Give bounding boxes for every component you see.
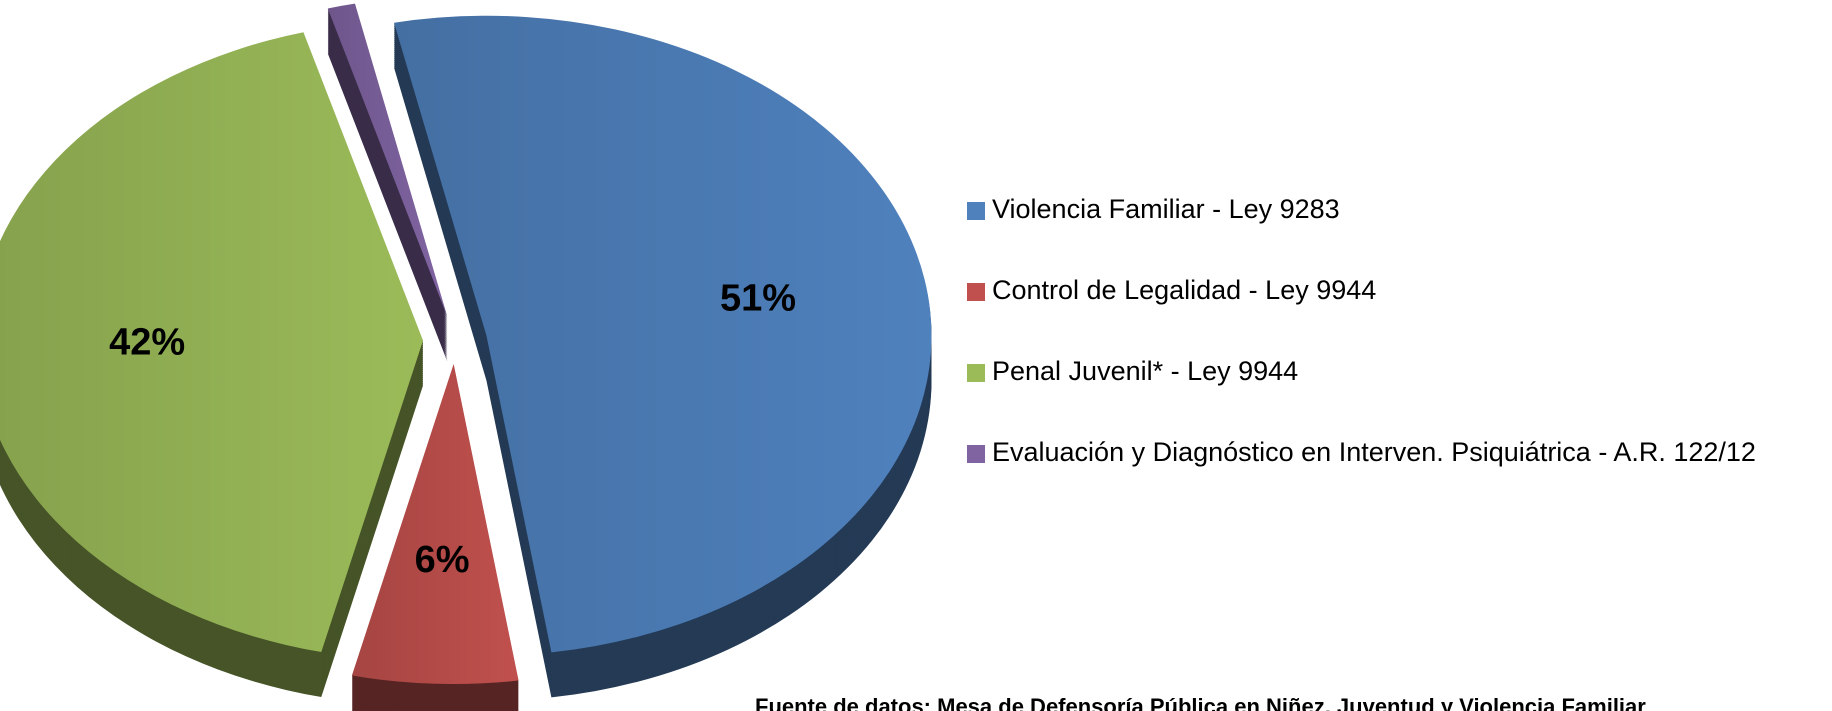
- data-label: 6%: [415, 539, 470, 581]
- legend-label: Evaluación y Diagnóstico en Interven. Ps…: [992, 437, 1756, 467]
- slice: [394, 15, 932, 698]
- slice: [0, 32, 424, 698]
- data-label: 51%: [720, 278, 796, 320]
- pie: 51%6%42%1%: [0, 3, 932, 711]
- legend-swatch: [967, 445, 985, 463]
- legend-swatch: [967, 283, 985, 301]
- legend-label: Control de Legalidad - Ley 9944: [992, 275, 1376, 305]
- slice: [351, 363, 519, 711]
- slice-shade: [327, 3, 448, 317]
- legend-label: Violencia Familiar - Ley 9283: [992, 194, 1340, 224]
- slice: [327, 3, 448, 362]
- source-note: Fuente de datos: Mesa de Defensoría Públ…: [755, 694, 1646, 711]
- slice-shade: [351, 363, 519, 684]
- legend-label: Penal Juvenil* - Ley 9944: [992, 356, 1298, 386]
- slice-shade: [0, 32, 424, 653]
- slice-shade: [394, 15, 932, 653]
- legend-swatch: [967, 364, 985, 382]
- legend-swatch: [967, 202, 985, 220]
- legend: Violencia Familiar - Ley 9283 Control de …: [967, 194, 1756, 467]
- data-label: 42%: [109, 322, 185, 364]
